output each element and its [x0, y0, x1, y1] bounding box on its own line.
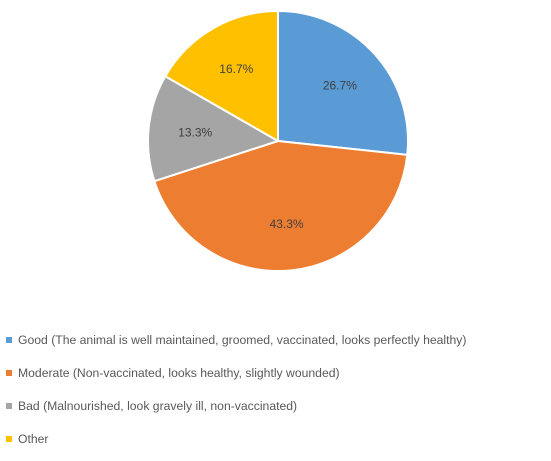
pie-slice-good [277, 10, 409, 156]
data-label-moderate: 43.3% [270, 217, 304, 231]
pie-slices [147, 10, 409, 272]
legend-item-moderate: Moderate (Non-vaccinated, looks healthy,… [6, 362, 551, 384]
legend-item-good: Good (The animal is well maintained, gro… [6, 329, 551, 351]
legend-swatch-bad [6, 403, 12, 409]
data-label-other: 16.7% [219, 62, 253, 76]
pie-data-labels: 26.7% 43.3% 13.3% 16.7% [178, 62, 357, 231]
legend-swatch-other [6, 436, 12, 442]
legend-item-other: Other [6, 428, 551, 450]
legend-swatch-moderate [6, 370, 12, 376]
legend-swatch-good [6, 337, 12, 343]
legend: Good (The animal is well maintained, gro… [6, 329, 551, 461]
legend-label-other: Other [18, 432, 49, 446]
legend-label-moderate: Moderate (Non-vaccinated, looks healthy,… [18, 366, 340, 380]
data-label-bad: 13.3% [178, 125, 212, 139]
pie-chart: 26.7% 43.3% 13.3% 16.7% Good (The animal is… [6, 10, 466, 446]
legend-label-bad: Bad (Malnourished, look gravely ill, non… [18, 399, 298, 413]
pie-slice-moderate [153, 140, 409, 272]
pie-slice-bad [147, 75, 279, 183]
legend-label-good: Good (The animal is well maintained, gro… [18, 333, 467, 347]
pie-slice-other [164, 10, 279, 142]
data-label-good: 26.7% [323, 78, 357, 92]
legend-item-bad: Bad (Malnourished, look gravely ill, non… [6, 395, 551, 417]
pie-plot-area: 26.7% 43.3% 13.3% 16.7% [147, 10, 409, 272]
